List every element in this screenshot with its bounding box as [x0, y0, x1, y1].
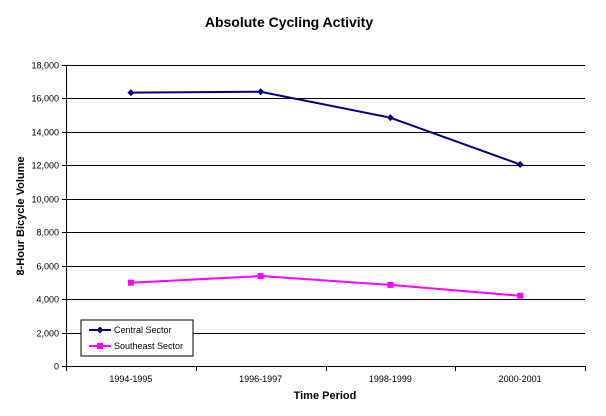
axes [62, 65, 586, 371]
central-sector-point [127, 89, 135, 97]
central-sector-point [516, 160, 524, 168]
legend-label-southeast-sector: Southeast Sector [114, 341, 183, 351]
x-tick-label: 2000-2001 [499, 374, 542, 384]
y-tick-label: 10,000 [31, 195, 59, 205]
southeast-sector-line [130, 275, 521, 297]
x-axis-title: Time Period [294, 390, 357, 402]
x-tick-labels: 1994-1995 1996-1997 1998-1999 2000-2001 [109, 374, 541, 384]
central-sector-line [130, 90, 521, 166]
x-tick-label: 1998-1999 [369, 374, 412, 384]
y-tick-label: 18,000 [31, 61, 59, 71]
y-tick-label: 12,000 [31, 161, 59, 171]
x-tick-label: 1994-1995 [109, 374, 152, 384]
central-sector-point [257, 88, 265, 96]
y-tick-label: 4,000 [36, 295, 59, 305]
legend-marker-central-sector [96, 326, 104, 334]
y-tick-label: 16,000 [31, 94, 59, 104]
legend-box [80, 319, 194, 357]
legend-marker-southeast-sector [97, 343, 103, 349]
y-tick-label: 14,000 [31, 128, 59, 138]
y-tick-label: 6,000 [36, 262, 59, 272]
chart-title: Absolute Cycling Activity [205, 14, 374, 30]
southeast-sector-point [517, 292, 524, 299]
data-series [127, 88, 524, 299]
southeast-sector-point [257, 273, 264, 280]
y-tick-label: 0 [54, 362, 59, 372]
legend-label-central-sector: Central Sector [114, 325, 172, 335]
legend: Central Sector Southeast Sector [80, 319, 194, 357]
southeast-sector-point [387, 281, 394, 288]
x-tick-label: 1996-1997 [239, 374, 282, 384]
central-sector-point [386, 114, 394, 122]
y-axis-title: 8-Hour Bicycle Volume [15, 157, 27, 276]
y-tick-label: 8,000 [36, 228, 59, 238]
gridlines [66, 65, 585, 334]
y-tick-labels: 0 2,000 4,000 6,000 8,000 10,000 12,000 14,000 1… [31, 61, 59, 372]
southeast-sector-point [127, 279, 134, 286]
y-tick-label: 2,000 [36, 329, 59, 339]
